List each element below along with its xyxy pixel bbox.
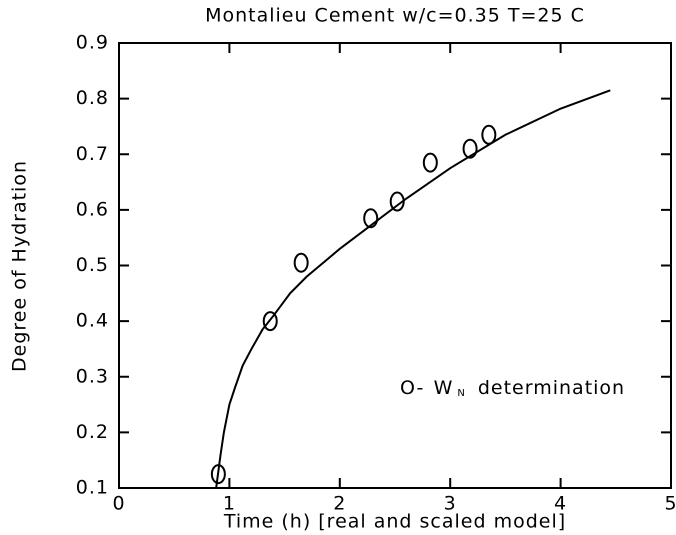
y-tick-label: 0.5 [76, 254, 109, 276]
chart-title: Montalieu Cement w/c=0.35 T=25 C [205, 5, 585, 27]
annotation-text: determination [478, 377, 625, 399]
fit-curve [215, 89, 611, 489]
x-tick-label: 0 [112, 493, 125, 515]
y-tick-label: 0.6 [76, 198, 109, 220]
y-tick-label: 0.8 [76, 87, 109, 109]
y-tick-label: 0.9 [76, 32, 109, 54]
data-point [262, 311, 278, 332]
data-point [363, 208, 379, 229]
annotation-marker: O- [400, 377, 424, 399]
annotation-subscript: N [457, 388, 465, 399]
x-tick-label: 4 [554, 493, 567, 515]
x-axis-label: Time (h) [real and scaled model] [223, 511, 566, 533]
y-tick-label: 0.2 [76, 421, 109, 443]
data-point [422, 152, 438, 173]
y-tick-label: 0.7 [76, 143, 109, 165]
y-tick-label: 0.1 [76, 477, 109, 499]
x-tick-label: 5 [664, 493, 676, 515]
x-tick-label: 2 [333, 493, 346, 515]
plot-frame [118, 42, 672, 489]
y-tick-label: 0.3 [76, 365, 109, 387]
y-axis-label: Degree of Hydration [9, 160, 31, 372]
x-tick-label: 1 [223, 493, 236, 515]
y-tick-label: 0.4 [76, 310, 109, 332]
x-tick-label: 3 [444, 493, 457, 515]
annotation-symbol: W [434, 377, 454, 399]
data-point [293, 252, 309, 273]
data-point [462, 138, 478, 159]
